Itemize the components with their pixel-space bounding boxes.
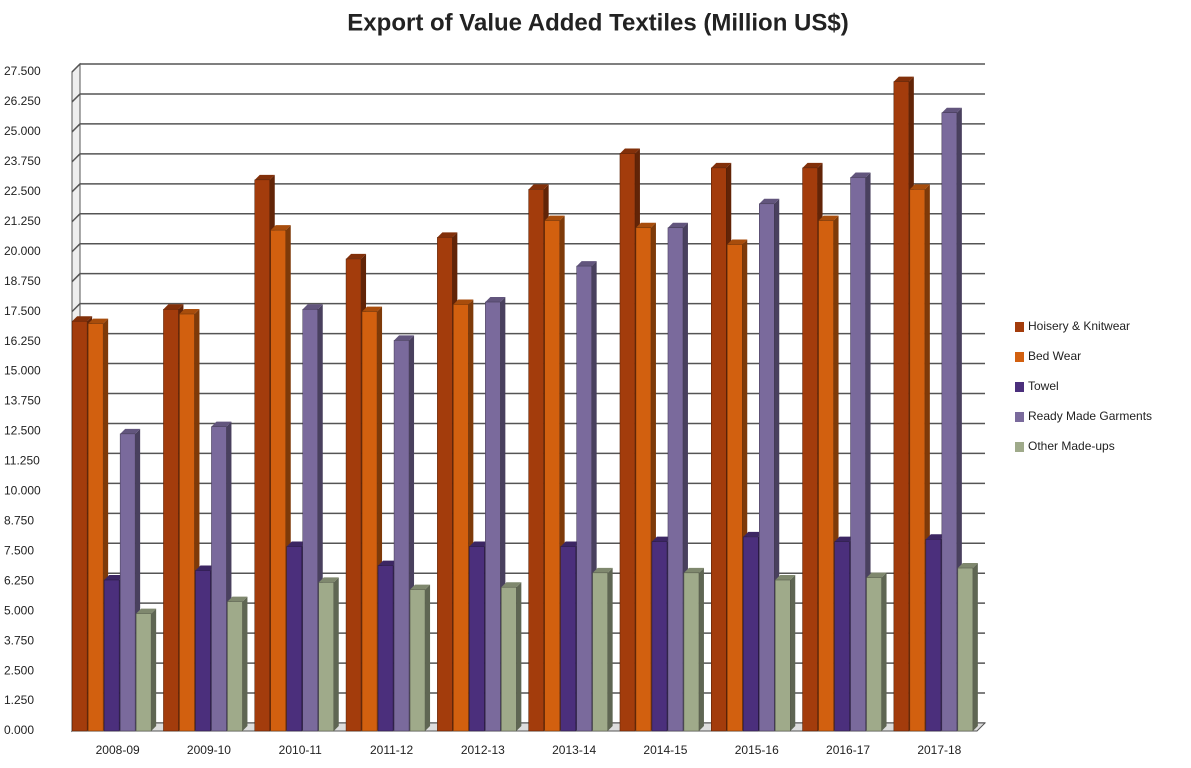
grid-line xyxy=(71,93,985,103)
y-tick-label: 0.000 xyxy=(4,723,34,737)
y-tick-label: 5.000 xyxy=(4,603,34,617)
y-tick-label: 23.750 xyxy=(4,154,41,168)
x-tick-label: 2015-16 xyxy=(735,743,779,757)
legend-label: Towel xyxy=(1028,379,1059,393)
y-tick-label: 22.500 xyxy=(4,184,41,198)
y-tick-label: 11.250 xyxy=(4,454,40,468)
bar xyxy=(409,584,431,732)
y-tick-label: 8.750 xyxy=(4,513,34,527)
x-tick-label: 2017-18 xyxy=(917,743,961,757)
y-tick-label: 10.000 xyxy=(4,484,41,498)
y-tick-label: 25.000 xyxy=(4,124,41,138)
y-tick-label: 26.250 xyxy=(4,94,41,108)
chart-title: Export of Value Added Textiles (Million … xyxy=(347,9,848,36)
legend-label: Hoisery & Knitwear xyxy=(1028,319,1130,333)
x-tick-label: 2009-10 xyxy=(187,743,231,757)
legend-swatch xyxy=(1015,442,1024,452)
y-tick-label: 16.250 xyxy=(4,334,41,348)
x-tick-label: 2014-15 xyxy=(643,743,687,757)
y-tick-label: 1.250 xyxy=(4,693,34,707)
y-tick-label: 20.000 xyxy=(4,244,41,258)
grid-line xyxy=(71,153,985,163)
y-tick-label: 17.500 xyxy=(4,304,41,318)
y-tick-label: 18.750 xyxy=(4,274,41,288)
y-tick-label: 7.500 xyxy=(4,543,34,557)
x-tick-label: 2008-09 xyxy=(96,743,140,757)
bar xyxy=(501,582,522,732)
legend-swatch xyxy=(1015,352,1024,362)
legend-label: Ready Made Garments xyxy=(1028,409,1152,423)
legend-label: Other Made-ups xyxy=(1028,439,1115,453)
y-tick-label: 3.750 xyxy=(4,633,34,647)
y-tick-label: 15.000 xyxy=(4,364,41,378)
bar xyxy=(135,608,157,732)
bar xyxy=(683,567,704,732)
x-tick-label: 2013-14 xyxy=(552,743,596,757)
bar xyxy=(592,567,613,732)
bar xyxy=(227,596,248,732)
bar xyxy=(866,572,887,732)
legend-swatch xyxy=(1015,412,1024,422)
y-tick-label: 12.500 xyxy=(4,424,41,438)
grid-line xyxy=(71,183,985,193)
y-tick-label: 27.500 xyxy=(4,64,41,78)
x-tick-label: 2010-11 xyxy=(279,743,322,757)
grid-line xyxy=(71,123,985,133)
bar xyxy=(318,577,339,732)
y-tick-label: 13.750 xyxy=(4,394,41,408)
legend-swatch xyxy=(1015,322,1024,332)
x-tick-label: 2016-17 xyxy=(826,743,870,757)
legend-label: Bed Wear xyxy=(1028,349,1081,363)
y-tick-label: 6.250 xyxy=(4,573,34,587)
bar xyxy=(775,575,796,732)
bar xyxy=(302,304,323,732)
legend-swatch xyxy=(1015,382,1024,392)
x-tick-label: 2011-12 xyxy=(370,743,413,757)
y-tick-label: 21.250 xyxy=(4,214,41,228)
grid-line xyxy=(71,63,985,73)
grid-line xyxy=(71,213,985,223)
bar xyxy=(957,563,978,732)
x-tick-label: 2012-13 xyxy=(461,743,505,757)
y-tick-label: 2.500 xyxy=(4,663,34,677)
